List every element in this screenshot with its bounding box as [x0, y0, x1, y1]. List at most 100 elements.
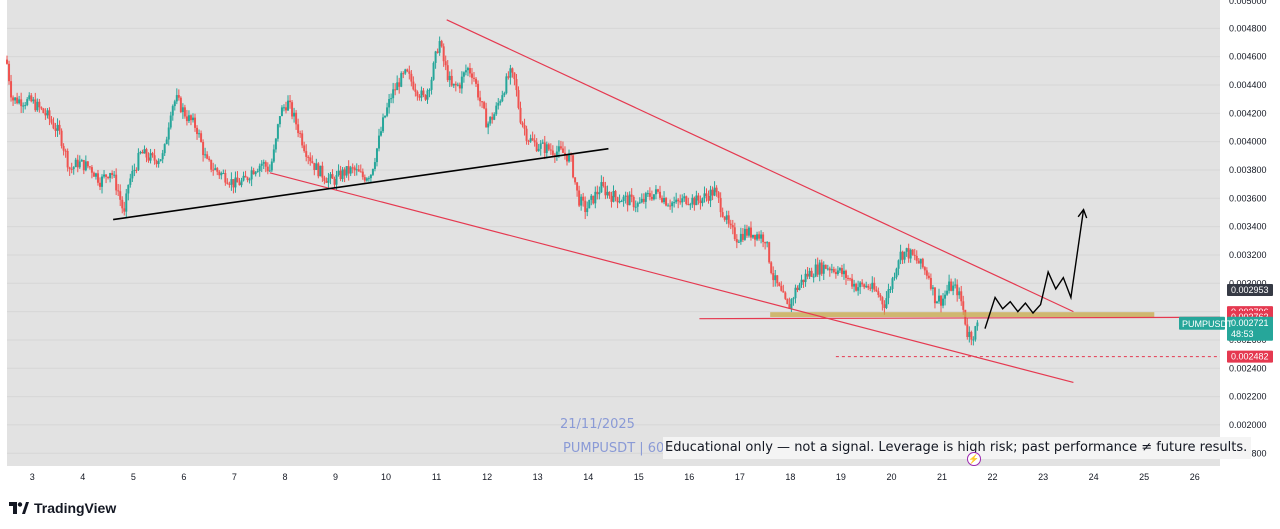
candle-body: [111, 173, 114, 175]
candle-body: [426, 90, 429, 100]
candle-body: [762, 234, 765, 243]
candle-body: [319, 165, 322, 177]
candle-body: [424, 95, 427, 100]
candle-body: [693, 197, 696, 206]
candle-body: [408, 71, 411, 74]
x-tick-label: 16: [684, 472, 694, 482]
candle-body: [206, 154, 209, 159]
candle-body: [901, 251, 904, 260]
candle-body: [760, 234, 763, 239]
symbol-badge: [1179, 316, 1225, 330]
candle-body: [614, 190, 617, 198]
candle-body: [642, 198, 645, 202]
falling-wedge-lower: [269, 172, 1074, 384]
y-tick-label: 0.004600: [1229, 52, 1267, 62]
candle-body: [54, 128, 57, 131]
plot-area: [7, 0, 1220, 466]
candle-body: [521, 122, 524, 126]
candle-body: [234, 177, 237, 188]
candle-body: [386, 107, 389, 116]
candle-body: [782, 290, 785, 293]
candle-body: [477, 83, 480, 98]
candle-body: [559, 146, 562, 149]
candle-body: [470, 73, 473, 78]
candle-body: [731, 225, 734, 228]
x-axis: 3 4 5 6 7 8 9 10 11 12 13 14 15 16 17 18 19 20 21 22 23 24 25 2…: [30, 472, 1200, 482]
candle-body: [117, 190, 120, 192]
lightning-icon[interactable]: ⚡: [967, 452, 981, 466]
candle-body: [416, 91, 419, 97]
support-zone: [770, 312, 1155, 317]
candle-countdown: 48:53: [1231, 329, 1254, 339]
candle-body: [673, 202, 676, 204]
candle-body: [173, 101, 176, 107]
candle-body: [382, 117, 385, 132]
candle-body: [412, 81, 415, 90]
candle-body: [14, 97, 17, 101]
candle-body: [705, 193, 708, 197]
candle-body: [721, 212, 724, 217]
candle-body: [810, 270, 813, 277]
candle-body: [543, 142, 546, 153]
candle-body: [420, 90, 423, 98]
candle-body: [602, 182, 605, 186]
candle-body: [503, 93, 506, 96]
candle-body: [735, 239, 738, 243]
candle-body: [325, 180, 328, 183]
candle-body: [466, 68, 469, 71]
candle-body: [42, 108, 45, 114]
candle-body: [905, 248, 908, 252]
candle-body: [224, 173, 227, 183]
candle-body: [804, 273, 807, 283]
candle-body: [703, 193, 706, 199]
candle-body: [90, 167, 93, 173]
candle-body: [770, 262, 773, 274]
candle-body: [650, 196, 653, 200]
candle-body: [363, 177, 366, 181]
candle-body: [131, 170, 134, 179]
candle-body: [677, 199, 680, 202]
candle-body: [260, 163, 263, 166]
x-tick-label: 12: [482, 472, 492, 482]
candle-body: [820, 262, 823, 274]
candle-body: [501, 95, 504, 102]
candle-body: [630, 194, 633, 197]
price-badge-label: 0.002482: [1231, 352, 1269, 362]
candle-body: [159, 159, 162, 162]
candle-body: [295, 112, 298, 125]
watermark-date: 21/11/2025: [560, 417, 635, 432]
candle-body: [218, 171, 221, 176]
candle-body: [438, 41, 441, 53]
candle-body: [109, 173, 112, 179]
tradingview-logo[interactable]: TradingView: [9, 500, 116, 516]
candle-body: [929, 277, 932, 289]
candle-body: [917, 260, 920, 264]
candle-body: [608, 191, 611, 196]
candle-body: [727, 215, 730, 224]
candle-body: [38, 101, 41, 108]
candle-body: [189, 115, 192, 121]
candle-body: [155, 160, 158, 165]
candle-body: [208, 158, 211, 160]
candle-body: [661, 197, 664, 203]
x-tick-label: 13: [533, 472, 543, 482]
candle-body: [123, 208, 126, 212]
candle-body: [531, 138, 534, 141]
candle-body: [398, 82, 401, 87]
candle-body: [196, 127, 199, 135]
candle-body: [428, 89, 431, 91]
candle-body: [707, 196, 710, 201]
price-badge-label: 0.002953: [1231, 285, 1269, 295]
y-axis[interactable]: 0.004800 0.004600 0.004400 0.004200 0.004000…: [1229, 0, 1267, 458]
candle-body: [749, 227, 752, 238]
x-tick-label: 14: [583, 472, 593, 482]
candle-body: [440, 41, 443, 47]
candle-body: [802, 279, 805, 283]
candle-body: [830, 269, 833, 271]
candle-body: [46, 110, 49, 116]
candle-body: [754, 234, 757, 240]
price-chart[interactable]: 3 4 5 6 7 8 9 10 11 12 13 14 15 16 17 18 19 20 21 22 23 24 25 2…: [0, 0, 1280, 488]
candle-body: [377, 135, 380, 149]
candle-body: [210, 159, 213, 170]
